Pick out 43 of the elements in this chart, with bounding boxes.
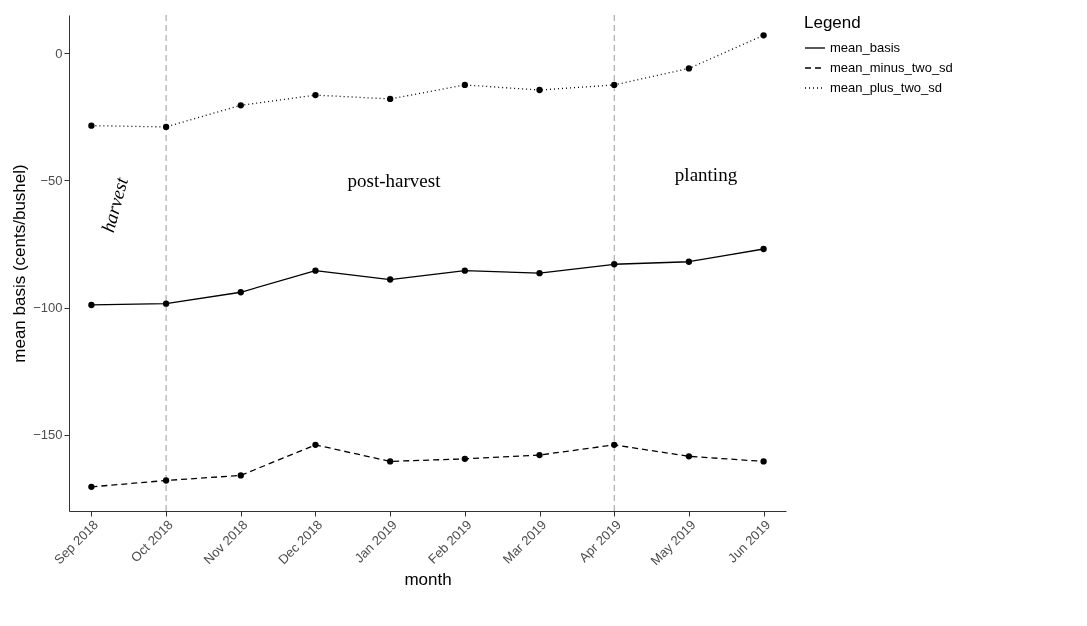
- point: [461, 267, 469, 274]
- point: [386, 458, 394, 465]
- annotation: harvest: [97, 174, 133, 235]
- legend-title: Legend: [804, 13, 861, 32]
- y-axis-title: mean basis (cents/bushel): [10, 164, 30, 363]
- point: [685, 453, 693, 460]
- point: [237, 289, 244, 296]
- point: [88, 301, 95, 309]
- point: [162, 300, 170, 307]
- point: [312, 91, 319, 99]
- point: [162, 123, 170, 131]
- annotation: post-harvest: [347, 170, 442, 191]
- point: [685, 65, 693, 72]
- point: [536, 451, 543, 459]
- point: [88, 122, 95, 129]
- y-tick-label: −100: [33, 300, 63, 316]
- point: [611, 81, 618, 89]
- point: [536, 270, 543, 277]
- y-tick-label: −50: [40, 172, 63, 188]
- point: [312, 441, 319, 449]
- point: [760, 245, 767, 253]
- point: [162, 477, 170, 484]
- point: [461, 81, 469, 89]
- point: [760, 458, 767, 465]
- point: [88, 483, 95, 490]
- point: [685, 258, 693, 265]
- point: [536, 86, 543, 94]
- point: [611, 441, 618, 449]
- point: [461, 455, 469, 463]
- point: [312, 267, 319, 274]
- point: [386, 276, 394, 283]
- point: [611, 261, 618, 268]
- point: [237, 472, 244, 479]
- y-tick-label: −150: [33, 427, 63, 443]
- point: [237, 102, 244, 109]
- legend-label: mean_plus_two_sd: [830, 80, 943, 95]
- x-axis-title: month: [404, 570, 452, 590]
- point: [760, 32, 767, 39]
- y-tick-label: 0: [55, 45, 63, 61]
- legend-label: mean_basis: [830, 40, 901, 55]
- legend-label: mean_minus_two_sd: [830, 60, 953, 75]
- annotation: planting: [674, 164, 738, 185]
- point: [386, 95, 394, 103]
